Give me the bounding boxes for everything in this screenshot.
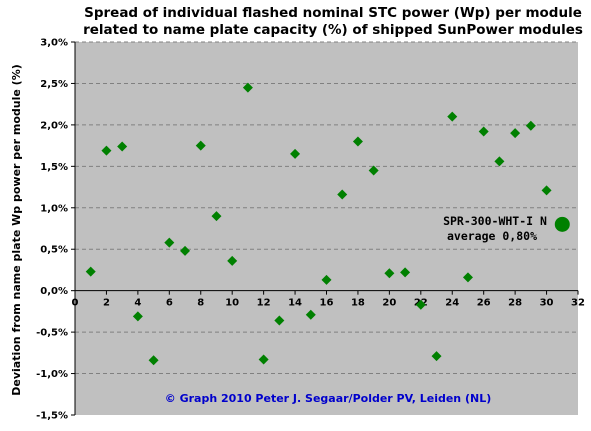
data-point — [431, 351, 442, 362]
data-point — [101, 145, 112, 156]
average-annotation-line-1: SPR-300-WHT-I N — [443, 214, 547, 228]
x-axis-ticks: 02468101214161820222426283032 — [72, 290, 585, 309]
data-point — [494, 156, 505, 167]
data-point — [242, 82, 253, 93]
data-point — [368, 165, 379, 176]
data-point — [462, 272, 473, 283]
x-tick-label: 12 — [257, 298, 271, 309]
average-point — [554, 216, 570, 232]
data-point — [447, 111, 458, 122]
data-point — [305, 309, 316, 320]
data-point — [525, 120, 536, 131]
plot-area — [75, 42, 578, 415]
x-tick-label: 0 — [72, 298, 79, 309]
x-tick-label: 10 — [225, 298, 239, 309]
data-point — [132, 311, 143, 322]
data-point — [85, 266, 96, 277]
y-tick-label: -0,5% — [36, 328, 68, 339]
y-tick-label: 2,5% — [40, 79, 68, 90]
x-tick-label: 8 — [197, 298, 204, 309]
data-point — [180, 245, 191, 256]
x-tick-label: 20 — [382, 298, 396, 309]
y-tick-label: 3,0% — [40, 38, 68, 49]
x-tick-label: 14 — [288, 298, 302, 309]
x-tick-label: 2 — [103, 298, 110, 309]
x-tick-label: 28 — [508, 298, 522, 309]
data-point — [148, 355, 159, 366]
x-tick-label: 24 — [445, 298, 459, 309]
data-point — [384, 268, 395, 279]
y-axis-ticks: -1,5% -1,0% -0,5% 0,0% 0,5% 1,0% 1,5% 2,0% 2,5% 3… — [36, 38, 75, 422]
x-tick-label: 30 — [540, 298, 554, 309]
chart-title-line-1: Spread of individual flashed nominal STC… — [84, 5, 582, 21]
x-tick-label: 6 — [166, 298, 173, 309]
data-point — [227, 255, 238, 266]
y-tick-label: 1,0% — [40, 203, 68, 214]
data-point — [321, 274, 332, 285]
y-tick-label: 2,0% — [40, 120, 68, 131]
data-points — [85, 82, 570, 366]
data-point — [541, 185, 552, 196]
data-point — [478, 126, 489, 137]
data-point — [352, 136, 363, 147]
data-point — [274, 315, 285, 326]
data-point — [510, 128, 521, 139]
data-point — [164, 237, 175, 248]
average-annotation-line-2: average 0,80% — [447, 229, 537, 243]
y-tick-label: -1,0% — [36, 369, 68, 380]
data-point — [337, 189, 348, 200]
x-tick-label: 26 — [477, 298, 491, 309]
y-tick-label: 1,5% — [40, 162, 68, 173]
x-tick-label: 32 — [571, 298, 585, 309]
chart-title-line-2: related to name plate capacity (%) of sh… — [83, 22, 583, 38]
copyright-credit: © Graph 2010 Peter J. Segaar/Polder PV, … — [165, 392, 491, 405]
data-point — [258, 354, 269, 365]
data-point — [290, 148, 301, 159]
y-axis-label: Deviation from name plate Wp power per m… — [10, 64, 23, 395]
y-tick-label: 0,0% — [40, 286, 68, 297]
x-tick-label: 4 — [134, 298, 141, 309]
y-tick-label: 0,5% — [40, 245, 68, 256]
data-point — [415, 299, 426, 310]
data-point — [211, 211, 222, 222]
x-tick-label: 16 — [320, 298, 334, 309]
x-tick-label: 18 — [351, 298, 365, 309]
data-point — [117, 141, 128, 152]
data-point — [400, 267, 411, 278]
y-tick-label: -1,5% — [36, 411, 68, 422]
data-point — [195, 140, 206, 151]
